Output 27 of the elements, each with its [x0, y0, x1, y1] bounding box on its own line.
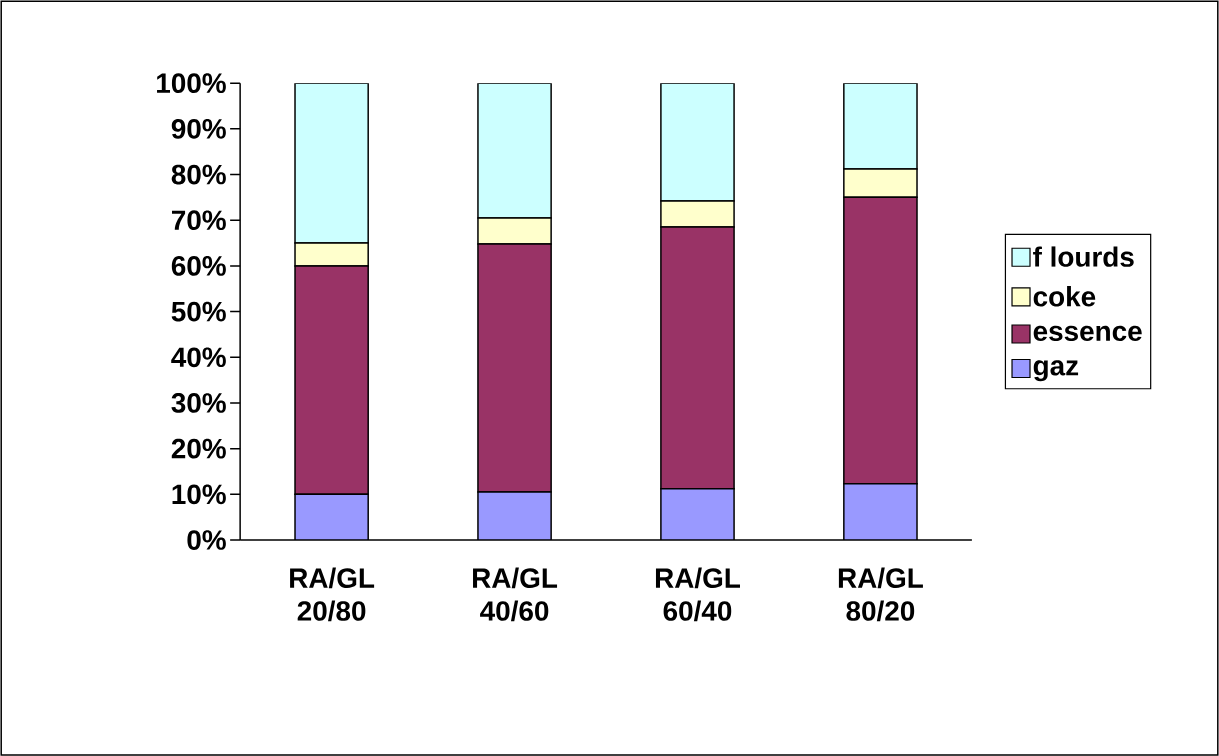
- y-tick-label: 50%: [171, 301, 226, 322]
- x-tick-label: RA/GL 80/20: [838, 567, 923, 622]
- legend-label: f lourds: [1033, 246, 1134, 267]
- legend-label: essence: [1033, 325, 1142, 341]
- bar: [295, 494, 369, 540]
- x-tick-label: RA/GL 20/80: [290, 567, 375, 622]
- y-tick-label: 10%: [172, 484, 226, 505]
- bar: [660, 83, 735, 202]
- y-tick-label: 40%: [171, 347, 226, 368]
- y-tick-label: 90%: [171, 118, 226, 139]
- legend-label: coke: [1033, 286, 1096, 307]
- y-tick-label: 20%: [171, 438, 226, 459]
- y-tick-label: 0%: [187, 530, 226, 550]
- y-tick-label: 60%: [171, 255, 226, 276]
- bar: [477, 491, 552, 540]
- y-tick-label: 30%: [171, 393, 226, 413]
- bar: [477, 83, 552, 219]
- bar: [660, 488, 735, 540]
- bar: [843, 483, 918, 540]
- bar: [843, 83, 918, 170]
- x-tick-label: RA/GL 60/40: [655, 567, 740, 622]
- bar: [294, 83, 369, 244]
- x-tick-label: RA/GL 40/60: [473, 567, 558, 622]
- y-tick-label: 100%: [157, 73, 226, 93]
- legend-label: gaz: [1033, 360, 1079, 382]
- y-tick-label: 70%: [172, 210, 226, 231]
- y-tick-label: 80%: [171, 164, 226, 185]
